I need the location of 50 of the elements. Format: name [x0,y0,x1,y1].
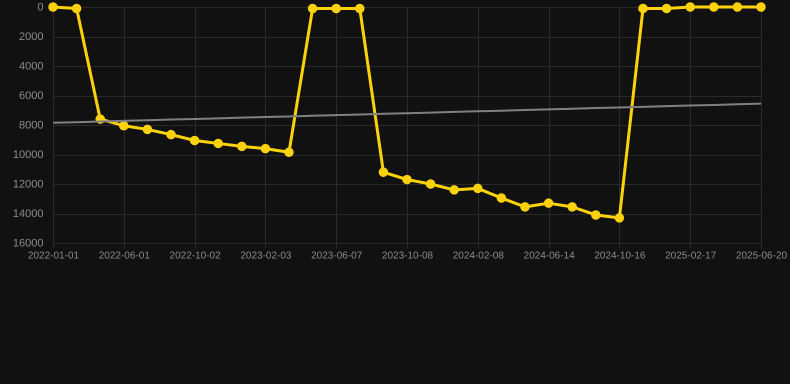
y-tick-label: 2000 [19,31,44,43]
x-tick-label: 2023-10-08 [382,250,434,262]
point [520,202,530,212]
point [72,4,82,14]
point [166,130,176,140]
y-tick-label: 0 [37,2,44,14]
point [732,2,742,12]
point [567,202,577,212]
point [449,185,459,195]
point [685,2,695,12]
y-tick-label: 16000 [12,238,44,250]
x-tick-label: 2024-06-14 [524,250,576,262]
y-tick-label: 4000 [19,60,44,72]
point [237,142,247,152]
point [709,2,719,12]
x-tick-label: 2022-06-01 [98,250,150,262]
point [638,4,648,14]
point [355,4,365,14]
point [402,174,412,184]
point [331,4,341,14]
point [473,184,483,194]
point [260,144,270,154]
point [48,2,58,12]
point [308,4,318,14]
x-tick-label: 2023-02-03 [240,250,292,262]
point [426,179,436,189]
point [591,210,601,220]
point [190,136,200,146]
x-tick-label: 2023-06-07 [311,250,363,262]
point [142,124,152,134]
y-tick-label: 10000 [12,149,44,161]
point [119,121,129,130]
x-tick-label: 2024-10-16 [594,250,646,262]
point [496,193,506,203]
x-tick-label: 2025-02-17 [665,250,717,262]
y-tick-label: 12000 [12,178,44,190]
point [756,2,766,12]
point [378,167,388,177]
point [662,4,672,14]
point [284,148,294,158]
y-tick-label: 14000 [12,208,44,220]
x-tick-label: 2025-06-20 [736,250,788,262]
point [544,198,554,208]
point [213,138,223,148]
x-tick-label: 2022-10-02 [170,250,222,262]
x-tick-label: 2024-02-08 [452,250,504,262]
y-tick-label: 6000 [19,90,44,102]
x-tick-label: 2022-01-01 [28,250,80,262]
y-tick-label: 8000 [19,120,44,132]
point [614,213,624,223]
